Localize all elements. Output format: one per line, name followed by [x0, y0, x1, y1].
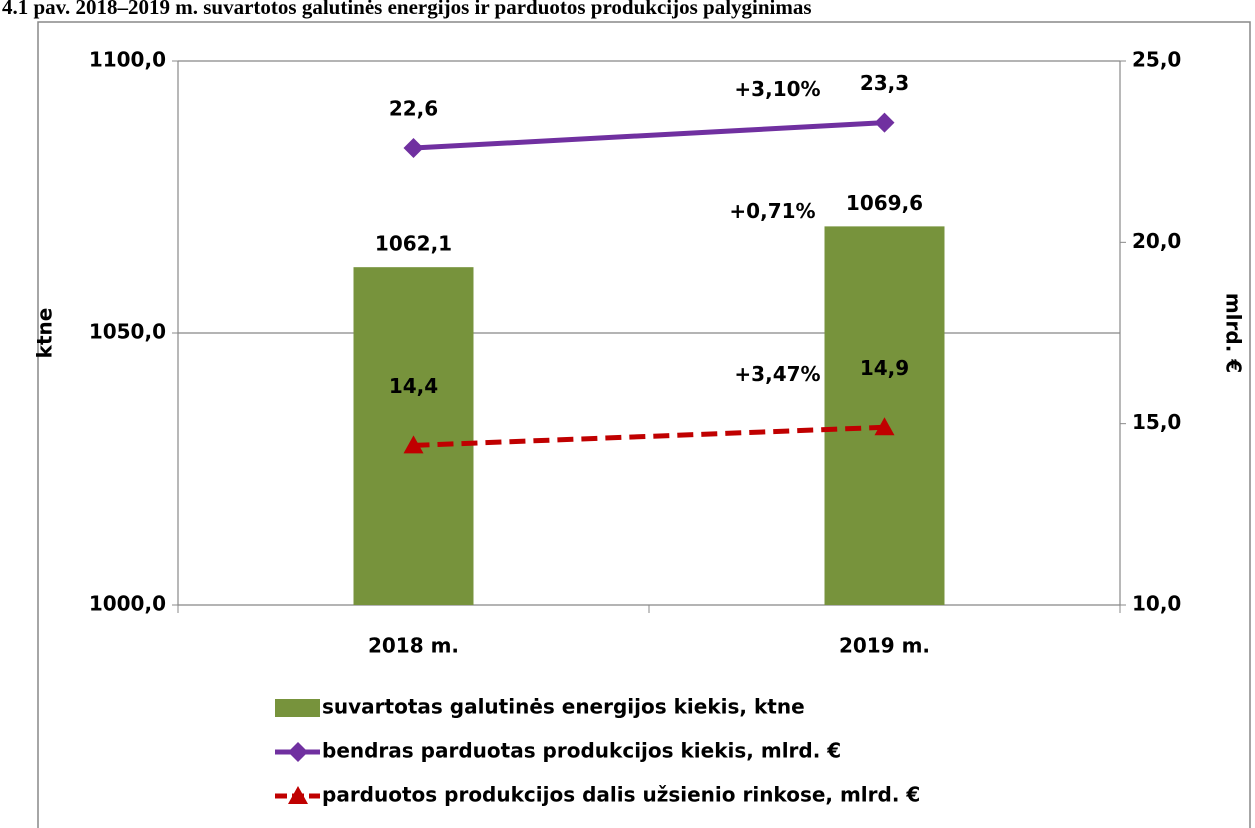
y-tick-label: 1050,0	[89, 320, 166, 344]
bar	[824, 226, 945, 605]
x-tick-label: 2019 m.	[839, 634, 930, 658]
chart-title: 4.1 pav. 2018–2019 m. suvartotos galutin…	[2, 0, 812, 19]
y-axis-label: ktne	[33, 308, 57, 359]
y-tick-label: 1100,0	[89, 48, 166, 72]
y-tick-label: 1000,0	[89, 592, 166, 616]
legend-label: bendras parduotas produkcijos kiekis, ml…	[322, 739, 841, 763]
data-label: 14,9	[860, 356, 909, 380]
marker	[403, 435, 424, 454]
y2-tick-label: 20,0	[1132, 229, 1181, 253]
marker	[288, 742, 308, 762]
marker	[874, 112, 895, 133]
legend-label: suvartotas galutinės energijos kiekis, k…	[322, 695, 805, 719]
data-label: 1062,1	[375, 232, 452, 256]
y2-axis-label: mlrd. €	[1222, 293, 1246, 373]
y2-tick-label: 25,0	[1132, 48, 1181, 72]
marker	[288, 786, 308, 804]
series-line	[413, 424, 885, 448]
data-label: 14,4	[389, 374, 438, 398]
marker	[874, 417, 895, 436]
data-label: 23,3	[860, 71, 909, 95]
data-label: 1069,6	[846, 191, 923, 215]
chart-frame	[37, 21, 1251, 828]
y2-tick-label: 10,0	[1132, 592, 1181, 616]
marker	[403, 138, 424, 159]
change-label: +3,47%	[734, 362, 820, 386]
x-tick-label: 2018 m.	[368, 634, 459, 658]
y2-tick-label: 15,0	[1132, 410, 1181, 434]
legend-swatch	[275, 699, 320, 717]
legend-label: parduotos produkcijos dalis užsienio rin…	[322, 783, 920, 807]
change-label: +0,71%	[729, 199, 815, 223]
data-label: 22,6	[389, 97, 438, 121]
change-label: +3,10%	[734, 77, 820, 101]
series-line	[413, 120, 885, 151]
